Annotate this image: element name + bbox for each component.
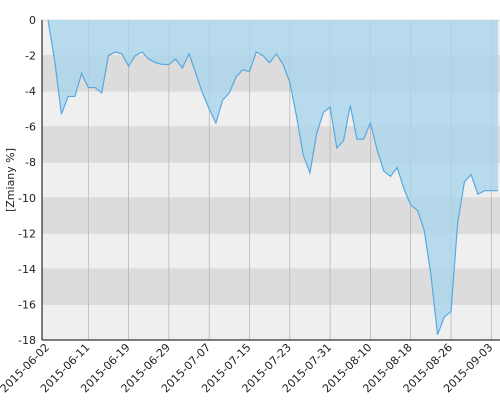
y-axis-label: [Zmiany %] bbox=[4, 148, 17, 212]
y-tick-label: -18 bbox=[18, 334, 36, 347]
grid-band bbox=[42, 268, 500, 305]
y-tick-label: -14 bbox=[18, 263, 36, 276]
y-tick-label: 0 bbox=[29, 14, 36, 27]
area-fill bbox=[48, 20, 498, 335]
area-line bbox=[47, 19, 498, 335]
y-tick-label: -6 bbox=[25, 121, 36, 134]
y-tick-label: -4 bbox=[25, 85, 36, 98]
y-tick-label: -8 bbox=[25, 156, 36, 169]
y-tick-label: -16 bbox=[18, 298, 36, 311]
y-tick-label: -10 bbox=[18, 192, 36, 205]
y-tick-label: -12 bbox=[18, 227, 36, 240]
y-tick-label: -2 bbox=[25, 50, 36, 63]
